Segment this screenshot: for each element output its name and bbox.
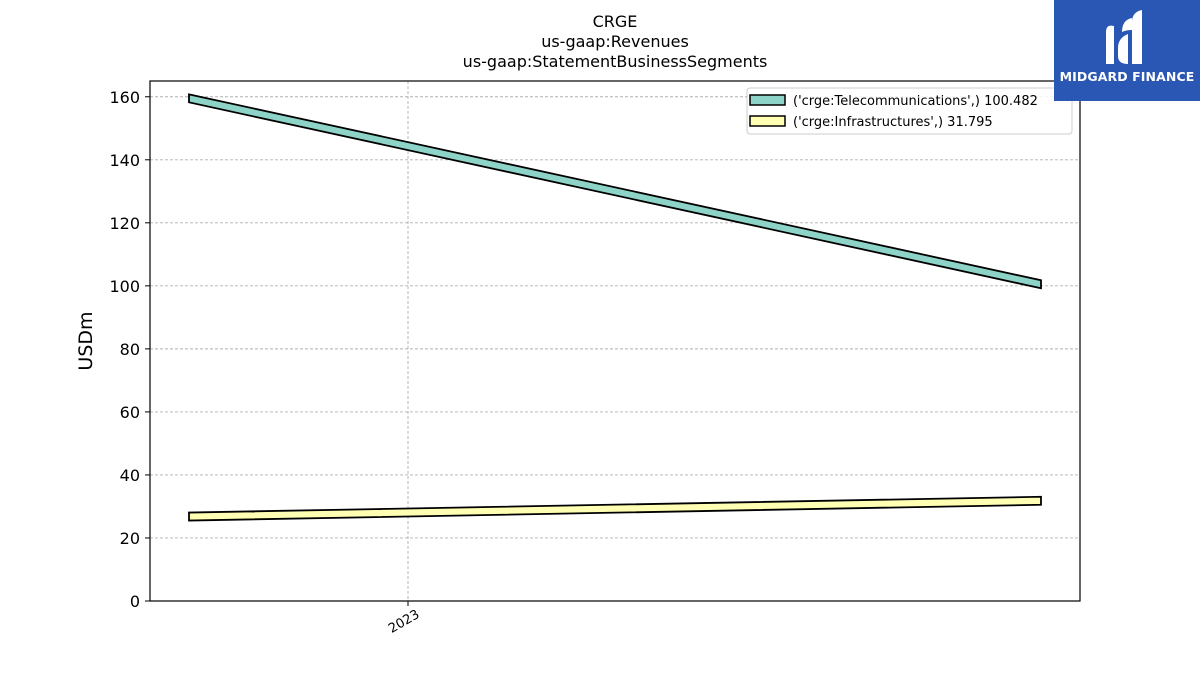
plot-frame — [149, 80, 1081, 602]
x-axis: 2023 — [386, 601, 422, 637]
series-band — [188, 495, 1042, 522]
y-tick-label: 40 — [120, 466, 140, 485]
y-axis-label: USDm — [75, 311, 97, 370]
legend: ('crge:Telecommunications',) 100.482 ('cr… — [746, 87, 1073, 135]
logo-icon — [1106, 10, 1142, 65]
legend-swatch — [749, 115, 786, 127]
logo-text: MIDGARD FINANCE — [1059, 69, 1195, 84]
x-tick-label: 2023 — [386, 607, 422, 637]
y-tick-label: 100 — [109, 277, 140, 296]
y-axis: 0 20 40 60 80 100 120 140 160 — [109, 88, 150, 611]
legend-swatch — [749, 94, 786, 106]
y-tick-label: 80 — [120, 340, 140, 359]
legend-box — [746, 87, 1073, 135]
y-tick-label: 160 — [109, 88, 140, 107]
legend-label: ('crge:Telecommunications',) 100.482 — [793, 94, 1038, 109]
chart-title-line: CRGE — [593, 12, 638, 31]
grid — [150, 81, 1080, 601]
legend-label: ('crge:Infrastructures',) 31.795 — [793, 115, 993, 130]
chart-title-line: us-gaap:StatementBusinessSegments — [463, 52, 768, 71]
series-band — [188, 93, 1042, 290]
y-tick-label: 20 — [120, 529, 140, 548]
y-tick-label: 60 — [120, 403, 140, 422]
y-tick-label: 0 — [130, 592, 140, 611]
chart-title-line: us-gaap:Revenues — [541, 32, 689, 51]
series-group — [188, 93, 1042, 522]
chart-title: CRGEus-gaap:Revenuesus-gaap:StatementBus… — [463, 12, 768, 71]
y-tick-label: 120 — [109, 214, 140, 233]
midgard-finance-logo: MIDGARD FINANCE — [1054, 0, 1200, 101]
y-tick-label: 140 — [109, 151, 140, 170]
